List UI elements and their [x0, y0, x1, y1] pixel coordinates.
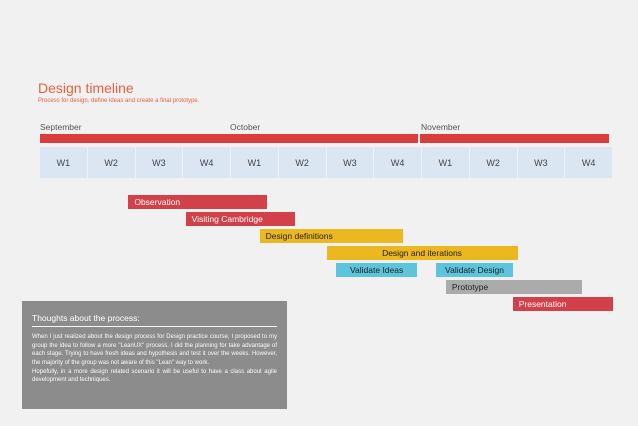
month-bar — [40, 134, 229, 143]
timeline-subtitle: Process for design, define ideas and cre… — [38, 98, 200, 104]
gantt-task-bar: Validate Design — [436, 263, 513, 277]
week-cell: W3 — [135, 147, 183, 178]
gantt-task-bar: Validate Ideas — [336, 263, 418, 277]
week-cell: W2 — [469, 147, 517, 178]
week-cell: W1 — [231, 147, 278, 178]
week-cell: W4 — [374, 147, 421, 178]
week-cell: W4 — [183, 147, 230, 178]
month-bar — [420, 134, 609, 143]
gantt-task-bar: Prototype — [445, 280, 582, 294]
gantt-task-bar: Visiting Cambridge — [185, 212, 296, 226]
week-cell: W1 — [422, 147, 469, 178]
week-cell: W3 — [326, 147, 374, 178]
week-cell: W4 — [565, 147, 612, 178]
timeline-title: Design timeline — [38, 80, 134, 96]
gantt-task-bar: Design and iterations — [326, 246, 518, 260]
month-label: October — [230, 122, 261, 132]
week-cell: W2 — [87, 147, 135, 178]
gantt-task-bar: Observation — [128, 195, 267, 209]
month-label: November — [421, 122, 461, 132]
month-label: September — [40, 122, 82, 132]
gantt-task-bar: Design definitions — [259, 229, 403, 243]
notes-title: Thoughts about the process: — [32, 309, 277, 327]
week-cell: W3 — [517, 147, 565, 178]
gantt-task-bar: Presentation — [512, 297, 613, 311]
notes-body: When I just realized about the design pr… — [32, 334, 277, 384]
week-cell: W2 — [278, 147, 326, 178]
notes-panel: Thoughts about the process: When I just … — [22, 301, 287, 409]
week-cell: W1 — [40, 147, 87, 178]
month-bar — [229, 134, 418, 143]
